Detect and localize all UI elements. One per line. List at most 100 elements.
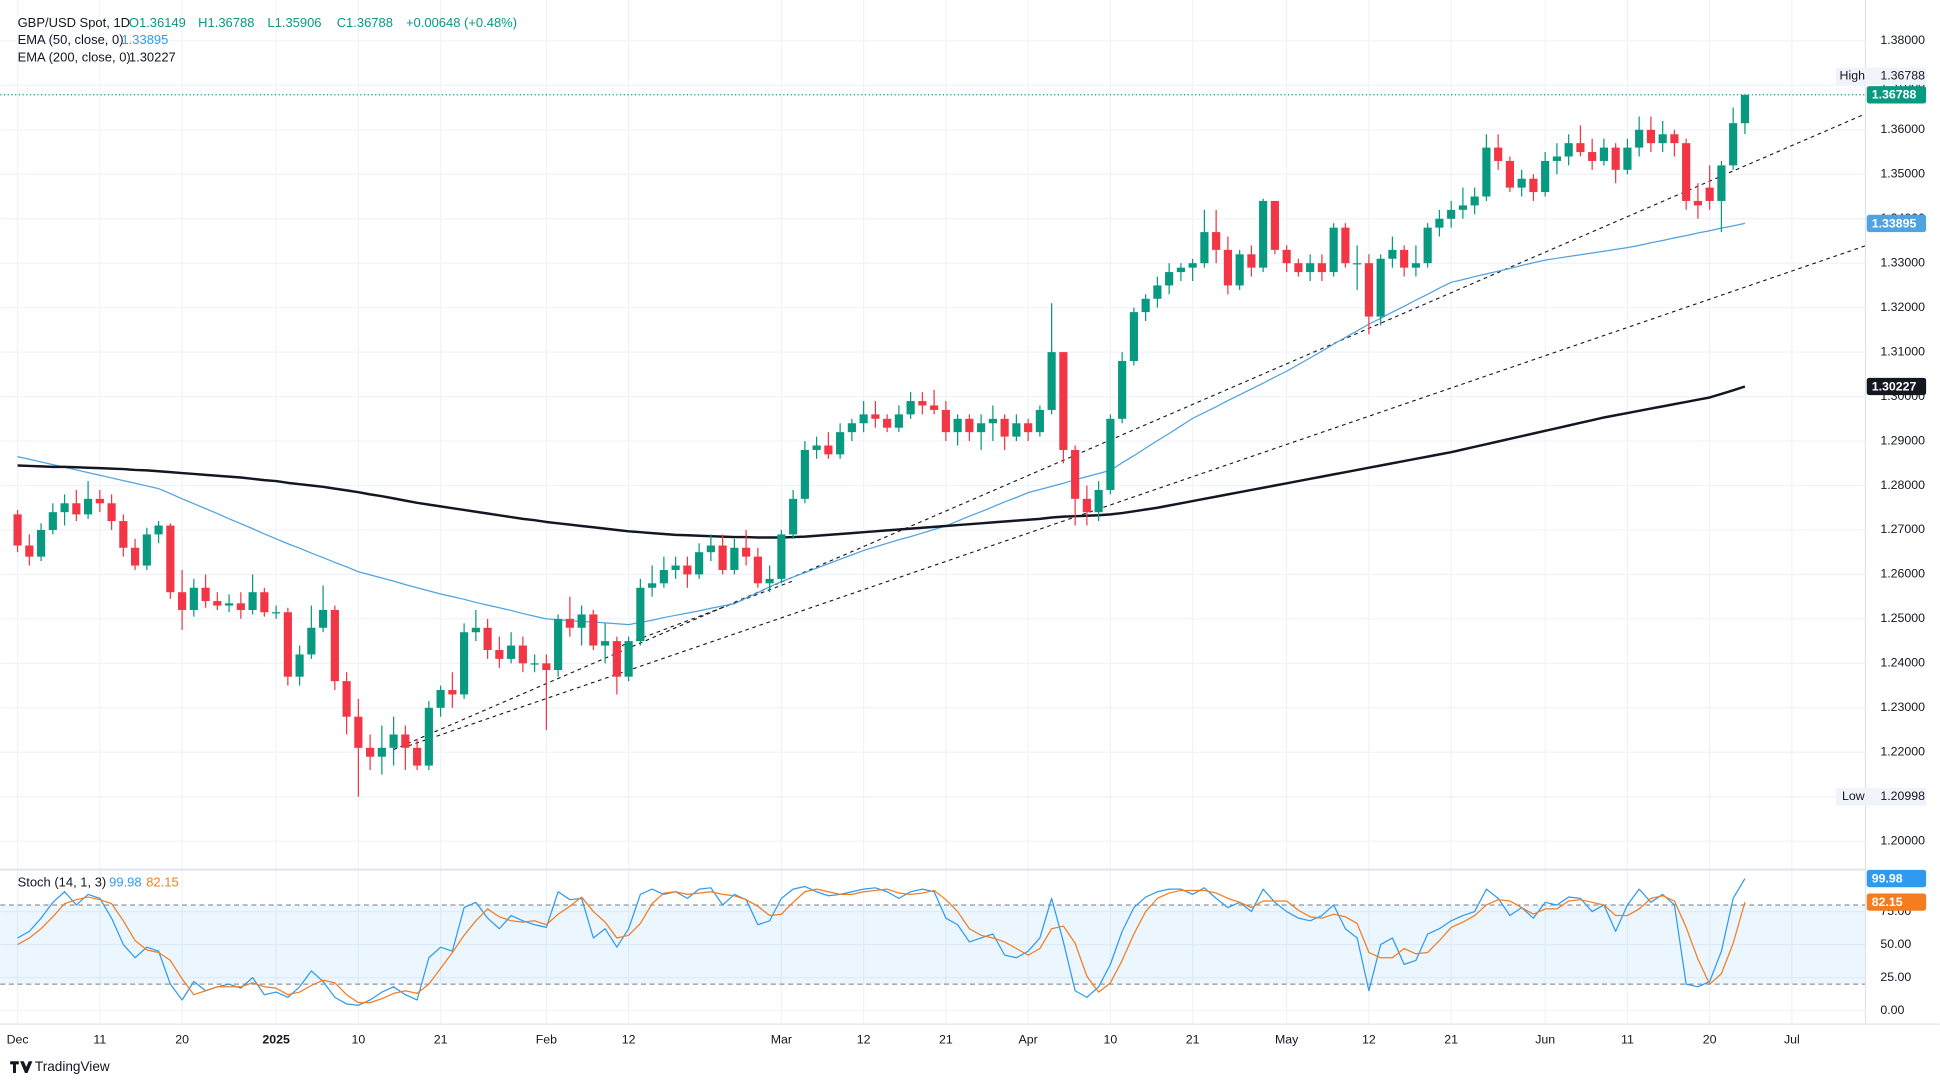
candle-body: [624, 641, 633, 677]
candle-body: [72, 503, 81, 515]
candle-body: [1517, 178, 1526, 188]
x-tick-label: 11: [1621, 1033, 1634, 1047]
candle-body: [1317, 263, 1326, 273]
candle-body: [812, 445, 821, 450]
candle-body: [1282, 249, 1291, 264]
candle-body: [1623, 147, 1632, 170]
candle-body: [1141, 298, 1150, 313]
candle-body: [953, 418, 962, 433]
candle-body: [1376, 258, 1385, 317]
candle-body: [201, 587, 210, 602]
candle-body: [1341, 227, 1350, 264]
candle-body: [718, 545, 727, 570]
low-label: Low: [1842, 789, 1865, 803]
candle-body: [753, 556, 762, 584]
candle-body: [1235, 254, 1244, 286]
candle-body: [131, 547, 140, 566]
candle-body: [1176, 267, 1185, 273]
candle-body: [307, 627, 316, 655]
trend-line: [408, 244, 1869, 747]
stoch-badge-bg: [1866, 869, 1927, 888]
candle-body: [1646, 129, 1655, 144]
candle-body: [777, 534, 786, 579]
candle-body: [1564, 143, 1573, 157]
candle-body: [1035, 409, 1044, 433]
legend: GBP/USD Spot, 1D O1.36149 H1.36788 L1.35…: [18, 15, 517, 890]
stoch-line: [17, 888, 1746, 1004]
brand: TradingView: [10, 1059, 110, 1074]
candle-body: [824, 445, 833, 455]
y-tick-label: 1.35000: [1880, 167, 1925, 181]
ema200-value: 1.30227: [129, 50, 176, 65]
candle-body: [1635, 129, 1644, 148]
candle-body: [577, 614, 586, 628]
candle-body: [1505, 160, 1514, 188]
candle-body: [1599, 147, 1608, 161]
candle-body: [1458, 205, 1467, 210]
candle-body: [612, 641, 621, 677]
candle-body: [1717, 165, 1726, 201]
candle-body: [248, 592, 257, 610]
y-tick-label: 1.29000: [1880, 433, 1925, 447]
candle-body: [1118, 361, 1127, 419]
candle-body: [1200, 232, 1209, 264]
legend-open: O1.36149: [129, 15, 186, 30]
y-tick-label: 50.00: [1880, 937, 1911, 951]
x-tick-label: Apr: [1019, 1033, 1038, 1047]
candle-body: [906, 401, 915, 415]
candle-body: [1411, 263, 1420, 268]
x-tick-label: May: [1275, 1033, 1299, 1047]
candle-body: [636, 587, 645, 642]
last-price-badge: 1.36788: [1872, 88, 1917, 102]
candle-body: [530, 663, 539, 665]
trend-line: [614, 580, 793, 649]
x-tick-label: 12: [857, 1033, 871, 1047]
candle-body: [295, 654, 304, 677]
legend-close: C1.36788: [337, 15, 393, 30]
candle-body: [48, 512, 57, 530]
candle-body: [13, 514, 22, 546]
y-tick-label: 1.28000: [1880, 478, 1925, 492]
candle-body: [377, 747, 386, 757]
candle-body: [166, 525, 175, 593]
x-tick-label: 11: [93, 1033, 106, 1047]
candle-body: [789, 498, 798, 535]
x-tick-label: 20: [175, 1033, 189, 1047]
candle-body: [765, 578, 774, 584]
candle-body: [1212, 232, 1221, 250]
candle-body: [1400, 249, 1409, 268]
candle-body: [225, 603, 234, 606]
candle-body: [1012, 423, 1021, 437]
candle-body: [330, 609, 339, 682]
x-tick-label: Mar: [771, 1033, 792, 1047]
ema-badge: 1.30227: [1872, 379, 1917, 393]
ema-line: [17, 385, 1746, 539]
candle-body: [977, 423, 986, 433]
candle-body: [1611, 147, 1620, 170]
candle-body: [354, 716, 363, 748]
stoch-band-fill: [0, 904, 1866, 985]
candle-body: [436, 690, 445, 708]
candle-body: [37, 529, 46, 557]
low-label-bg: [1835, 788, 1927, 806]
y-tick-label: 1.22000: [1880, 745, 1925, 759]
candle-body: [1588, 152, 1597, 161]
brand-name: TradingView: [35, 1059, 110, 1074]
plot: [0, 94, 1866, 1006]
candle-body: [589, 614, 598, 646]
stoch-badge: 82.15: [1872, 895, 1903, 909]
ema-badge: 1.33895: [1872, 216, 1917, 230]
candle-body: [1153, 285, 1162, 299]
candle-body: [366, 747, 375, 757]
candle-body: [448, 690, 457, 695]
candle-body: [142, 534, 151, 566]
candle-body: [988, 418, 997, 424]
symbol-title: GBP/USD Spot, 1D: [18, 15, 130, 30]
price-badges: High 1.36788 Low 1.20998 1.36788 1.33895 1.302…: [1835, 67, 1927, 911]
candle-body: [213, 601, 222, 606]
candle-body: [565, 618, 574, 628]
high-label-bg: [1835, 67, 1927, 85]
low-value: 1.20998: [1880, 789, 1925, 803]
